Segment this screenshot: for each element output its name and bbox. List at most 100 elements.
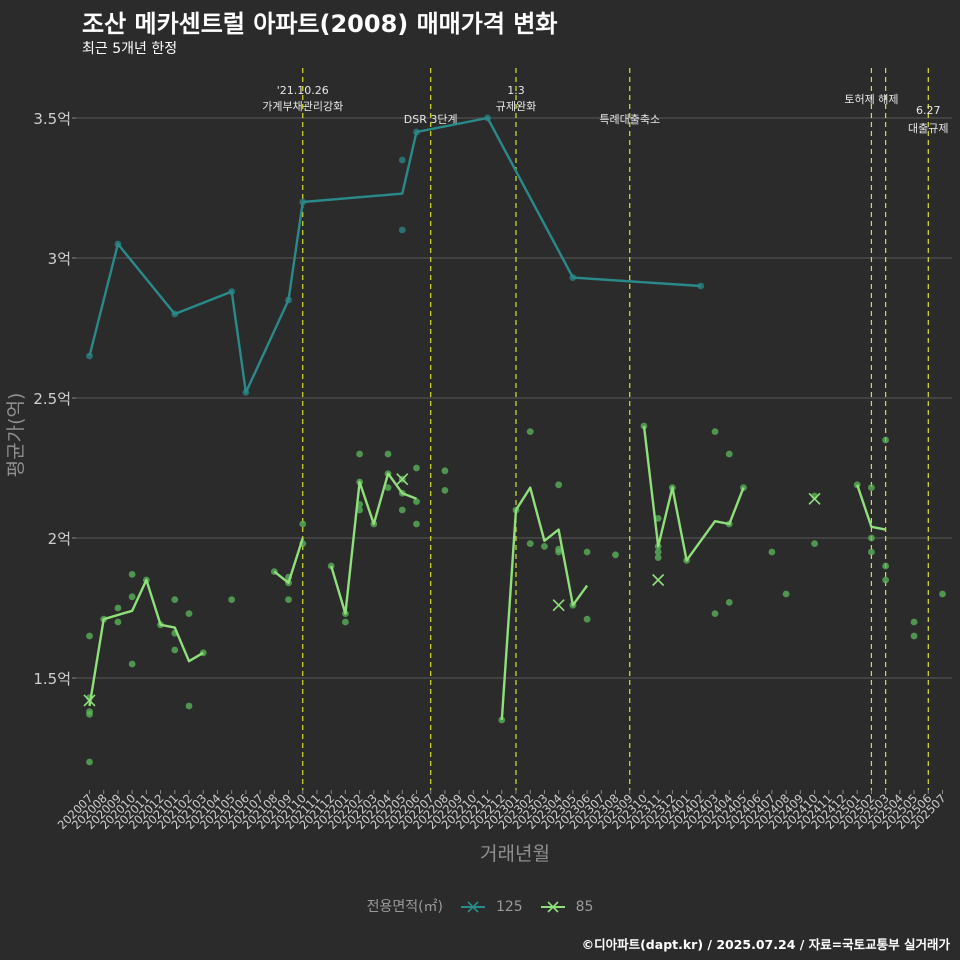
data-point-85	[868, 534, 875, 542]
legend-key-85-icon	[541, 901, 566, 913]
data-point-85	[285, 596, 292, 603]
y-tick-label: 2억	[48, 530, 71, 548]
cross-marker-85	[808, 492, 821, 505]
series-line-85	[856, 484, 886, 531]
legend-item-85[interactable]: 85	[539, 899, 593, 915]
data-point-85	[725, 599, 733, 606]
data-point-85	[171, 646, 179, 654]
cross-marker-85	[83, 694, 96, 707]
data-point-85	[555, 481, 563, 489]
data-point-85	[86, 632, 93, 640]
data-point-85	[398, 506, 406, 514]
series-line-85	[88, 578, 204, 707]
event-label: 대출규제	[908, 122, 948, 135]
legend-key-125-icon	[461, 901, 486, 913]
data-point-85	[413, 464, 420, 472]
source-caption: ©디아파트(dapt.kr) / 2025.07.24 / 자료=국토교통부 실…	[581, 937, 950, 952]
data-point-85	[654, 554, 662, 561]
series-line-85	[642, 425, 745, 562]
data-point-125	[697, 282, 705, 290]
data-point-85	[128, 593, 136, 601]
y-tick-label: 1.5억	[33, 670, 71, 688]
data-point-85	[171, 596, 179, 603]
data-point-85	[711, 610, 719, 617]
data-point-85	[711, 428, 719, 435]
data-point-85	[441, 487, 449, 494]
gridlines	[76, 117, 952, 679]
data-point-85	[185, 610, 193, 617]
y-tick-label: 2.5억	[33, 390, 71, 408]
data-point-85	[541, 543, 548, 550]
cross-marker-85	[652, 573, 665, 587]
data-point-85	[114, 618, 122, 626]
data-point-85	[413, 498, 420, 505]
axes: 평균가(억) 거래년월 1.5억2억2.5억3억3.5억202007202008…	[5, 110, 949, 865]
series-layer	[83, 114, 946, 766]
data-point-85	[725, 450, 733, 458]
series-line-85	[500, 486, 589, 721]
chart-title: 조산 메카센트럴 아파트(2008) 매매가격 변화	[82, 10, 558, 38]
data-point-85	[185, 702, 193, 710]
data-point-85	[86, 708, 93, 715]
event-label: 6.27	[916, 104, 941, 117]
data-point-85	[86, 758, 93, 766]
data-point-85	[299, 520, 307, 528]
data-point-85	[128, 571, 136, 578]
data-point-85	[910, 632, 918, 640]
event-label: 규제완화	[496, 100, 536, 113]
legend-label-85: 85	[575, 899, 594, 915]
data-point-85	[526, 540, 534, 547]
data-point-85	[640, 422, 648, 430]
data-point-125	[398, 156, 406, 164]
data-point-85	[498, 716, 506, 724]
event-label: 토허제 해제	[844, 92, 898, 106]
data-point-85	[356, 450, 364, 458]
data-point-85	[583, 615, 591, 623]
data-point-85	[939, 590, 946, 598]
x-axis-title: 거래년월	[480, 843, 550, 865]
event-label: 특례대출축소	[599, 113, 660, 126]
data-point-85	[882, 436, 890, 444]
data-point-85	[583, 548, 591, 556]
cross-marker-85	[396, 473, 409, 486]
data-point-85	[114, 604, 122, 612]
event-label: 가계부채관리강화	[262, 100, 343, 113]
data-point-85	[384, 484, 392, 491]
series-85	[83, 422, 946, 766]
data-point-85	[555, 548, 563, 556]
series-line-125	[88, 116, 701, 394]
series-125	[86, 114, 705, 396]
data-point-85	[868, 548, 875, 556]
cross-marker-85	[552, 599, 565, 612]
data-point-85	[342, 618, 349, 626]
data-point-85	[654, 515, 662, 522]
data-point-85	[910, 618, 918, 626]
data-point-85	[768, 548, 776, 556]
legend: 전용면적(㎡) 125 85	[0, 896, 960, 916]
legend-title: 전용면적(㎡)	[366, 899, 444, 915]
chart-subtitle: 최근 5개년 한정	[82, 41, 178, 57]
y-axis-title: 평균가(억)	[5, 393, 27, 478]
event-label: DSR 3단계	[404, 113, 458, 126]
event-label: '21.10.26	[277, 84, 329, 97]
data-point-85	[868, 484, 875, 491]
event-label: 1.3	[507, 84, 525, 97]
y-tick-label: 3.5억	[33, 110, 71, 128]
series-line-85	[273, 537, 304, 584]
data-point-85	[811, 540, 818, 547]
series-line-85	[330, 472, 417, 615]
data-point-85	[882, 562, 890, 570]
data-point-85	[882, 576, 890, 584]
y-tick-label: 3억	[48, 250, 71, 268]
data-point-85	[782, 590, 790, 598]
data-point-85	[228, 596, 236, 603]
legend-item-125[interactable]: 125	[459, 899, 523, 915]
data-point-125	[398, 226, 406, 234]
data-point-85	[654, 548, 662, 556]
data-point-85	[612, 551, 619, 559]
data-point-85	[384, 450, 392, 458]
data-point-85	[526, 428, 534, 435]
data-point-85	[413, 520, 420, 528]
